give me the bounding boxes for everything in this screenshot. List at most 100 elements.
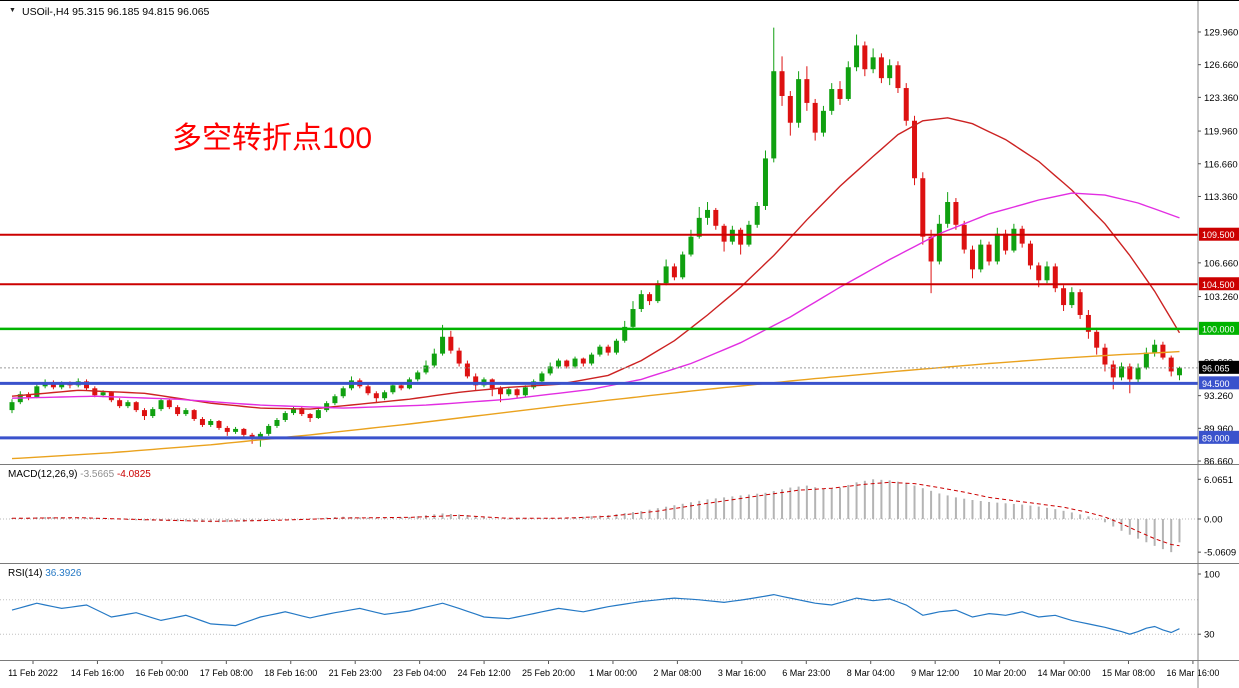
bear-candle-body	[1168, 357, 1174, 372]
bear-candle-body	[953, 202, 959, 225]
bull-candle-body	[1152, 344, 1158, 353]
macd-scale-label: 6.0651	[1204, 475, 1233, 486]
bear-candle-body	[191, 410, 197, 420]
bear-candle-body	[1052, 266, 1058, 289]
bull-candle-body	[1135, 367, 1141, 380]
bear-candle-body	[473, 376, 479, 386]
bear-candle-body	[564, 360, 570, 367]
time-axis[interactable]: 11 Feb 2022 14 Feb 16:00 16 Feb 00:00 17 Fe…	[0, 661, 1239, 688]
bull-candle-body	[59, 383, 65, 388]
bull-candle-body	[845, 67, 851, 99]
bear-candle-body	[580, 358, 586, 364]
bull-candle-body	[522, 387, 528, 396]
bull-candle-body	[1069, 292, 1075, 306]
bull-candle-body	[655, 283, 661, 302]
bull-candle-body	[274, 420, 280, 426]
time-label: 14 Feb 16:00	[71, 668, 124, 678]
price-tag-label: 94.500	[1202, 379, 1230, 389]
bear-candle-body	[920, 178, 926, 237]
price-tick-label: 116.660	[1204, 159, 1238, 170]
bear-candle-body	[464, 363, 470, 377]
bear-candle-body	[1061, 288, 1067, 306]
bear-candle-body	[26, 394, 32, 398]
bear-candle-body	[1019, 228, 1025, 244]
rsi-panel-canvas[interactable]: 100 30	[0, 564, 1239, 661]
bear-candle-body	[1077, 292, 1083, 315]
bear-candle-body	[498, 388, 504, 395]
bear-candle-body	[216, 420, 222, 428]
bear-candle-body	[928, 236, 934, 262]
bear-candle-body	[986, 244, 992, 262]
price-tag-100.000	[1199, 321, 1239, 335]
bull-candle-body	[771, 71, 777, 159]
price-tag-label: 109.500	[1202, 230, 1235, 240]
ma-red-line	[11, 117, 1181, 410]
chart-annotation-text[interactable]: 多空转折点100	[172, 122, 373, 155]
bull-candle-body	[572, 358, 578, 367]
ma-orange-line	[11, 350, 1180, 460]
bull-candle-body	[100, 392, 106, 396]
price-tag-label: 89.000	[1202, 433, 1230, 443]
bull-candle-body	[506, 389, 512, 395]
bull-candle-body	[9, 402, 15, 411]
bear-candle-body	[175, 407, 181, 415]
bear-candle-body	[117, 400, 123, 407]
rsi-timeaxis-separator	[0, 660, 1239, 661]
price-chart-canvas[interactable]: 129.960 126.660 123.360 119.960 116.660 113.3…	[0, 1, 1239, 465]
macd-panel-canvas[interactable]: 6.0651 0.00 -5.0609	[0, 465, 1239, 564]
chart-shift-triangle-icon[interactable]: ▼	[9, 7, 16, 14]
bull-candle-body	[440, 336, 446, 354]
bull-candle-body	[622, 326, 628, 341]
bull-candle-body	[589, 354, 595, 364]
rsi-line	[11, 593, 1180, 635]
price-tick-label: 106.660	[1204, 258, 1238, 269]
bull-candle-body	[630, 309, 636, 327]
bull-candle-body	[1044, 266, 1050, 281]
bear-candle-body	[1027, 243, 1033, 266]
bear-candle-body	[1094, 331, 1100, 348]
price-tick-label: 126.660	[1204, 60, 1238, 71]
bull-candle-body	[125, 402, 131, 407]
time-label: 2 Mar 08:00	[653, 668, 701, 678]
bull-candle-body	[431, 353, 437, 366]
rsi-name: RSI(14)	[8, 568, 43, 579]
bull-candle-body	[158, 400, 164, 410]
bear-candle-body	[224, 427, 230, 432]
macd-main-value: -3.5665	[80, 469, 115, 480]
bull-candle-body	[870, 57, 876, 70]
bull-candle-body	[945, 202, 951, 224]
bear-candle-body	[373, 393, 379, 399]
rsi-label: RSI(14) 36.3926	[8, 568, 81, 579]
bull-candle-body	[829, 89, 835, 111]
current-price-tag	[1199, 360, 1239, 374]
bull-candle-body	[555, 360, 561, 367]
macd-label: MACD(12,26,9) -3.5665 -4.0825	[8, 469, 151, 480]
main-macd-separator	[0, 464, 1239, 465]
bear-candle-body	[903, 88, 909, 121]
bear-candle-body	[812, 102, 818, 133]
time-label: 9 Mar 12:00	[911, 668, 959, 678]
bull-candle-body	[547, 366, 553, 374]
bull-candle-body	[266, 425, 272, 434]
bull-candle-body	[820, 110, 826, 133]
bull-candle-body	[688, 236, 694, 255]
bull-candle-body	[423, 365, 429, 373]
bear-candle-body	[199, 419, 205, 425]
bear-candle-body	[141, 410, 147, 417]
bull-candle-body	[613, 340, 619, 353]
bear-candle-body	[671, 266, 677, 278]
bull-candle-body	[282, 413, 288, 421]
bull-candle-body	[390, 385, 396, 393]
price-tag-94.500	[1199, 376, 1239, 390]
time-label: 23 Feb 04:00	[393, 668, 446, 678]
macd-name: MACD(12,26,9)	[8, 469, 78, 480]
bear-candle-body	[969, 249, 975, 270]
bear-candle-body	[448, 336, 454, 351]
price-tag-89.000	[1199, 430, 1239, 444]
bear-candle-body	[713, 209, 719, 226]
bull-candle-body	[887, 65, 893, 79]
bull-candle-body	[340, 388, 346, 397]
time-label: 16 Feb 00:00	[135, 668, 188, 678]
bear-candle-body	[912, 120, 918, 179]
bear-candle-body	[738, 229, 744, 245]
